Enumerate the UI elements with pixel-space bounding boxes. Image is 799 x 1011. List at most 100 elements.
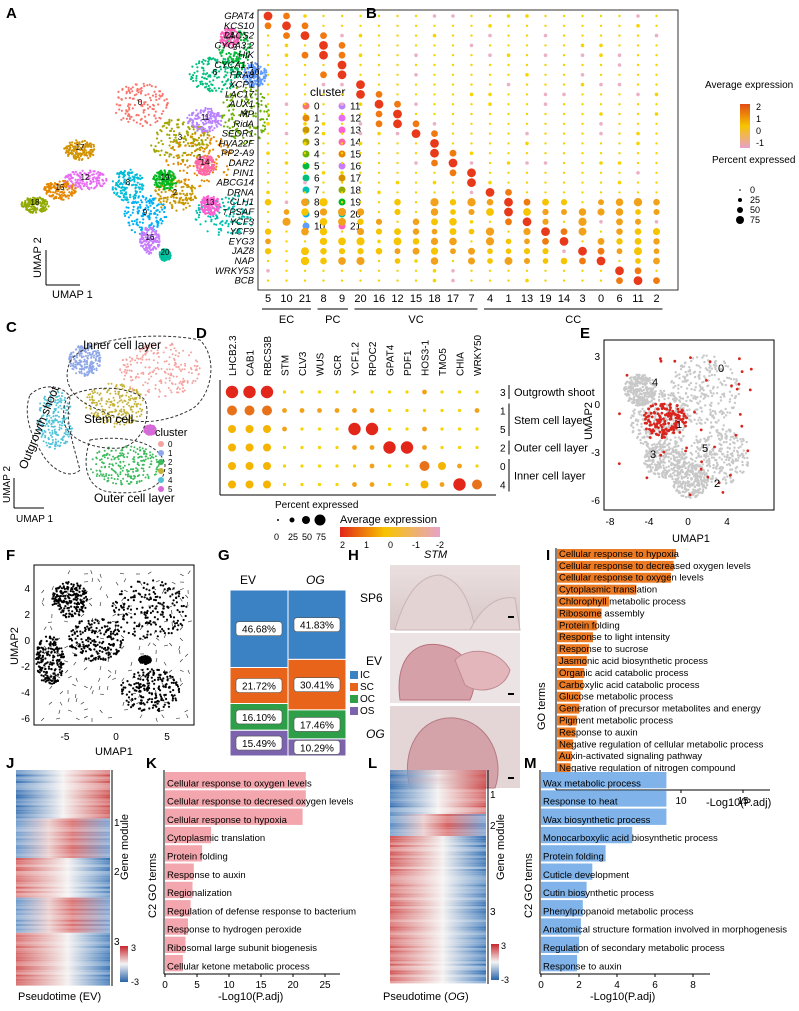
umap-point <box>55 443 57 445</box>
umap-point <box>48 429 50 431</box>
umap-point <box>171 207 173 209</box>
b-dot <box>430 198 438 206</box>
umap-point <box>59 427 61 429</box>
a-cluster-label: 18 <box>31 198 40 207</box>
umap-point <box>205 122 207 124</box>
panel-letter: M <box>524 755 537 772</box>
umap-point <box>189 119 191 121</box>
b-pct-tick: 25 <box>750 195 760 205</box>
b-pct-tick: 75 <box>750 215 760 225</box>
umap-point <box>126 369 128 371</box>
umap-point <box>201 61 203 63</box>
umap-point <box>85 407 87 409</box>
umap-point <box>200 83 202 85</box>
umap-point <box>255 90 257 92</box>
b-dot <box>655 270 657 272</box>
b-dot <box>655 83 657 85</box>
b-dot <box>489 132 491 134</box>
b-dot <box>359 201 361 203</box>
umap-point <box>130 475 132 477</box>
b-pct-dot <box>737 207 743 213</box>
umap-point <box>160 206 162 208</box>
umap-point <box>130 446 132 448</box>
b-dot <box>414 102 418 106</box>
b-dot <box>396 191 398 193</box>
umap-point <box>51 420 53 422</box>
b-dot <box>322 103 324 105</box>
b-dot <box>598 248 605 255</box>
umap-point <box>90 468 92 470</box>
b-dot <box>544 172 546 174</box>
b-dot <box>396 15 398 17</box>
umap-point <box>222 202 224 204</box>
umap-point <box>99 394 101 396</box>
umap-point <box>117 172 119 174</box>
umap-point <box>142 196 144 198</box>
umap-point <box>139 221 141 223</box>
umap-point <box>199 144 201 146</box>
umap-point <box>128 89 130 91</box>
b-dot <box>544 64 546 66</box>
b-dot <box>431 208 438 215</box>
umap-point <box>179 193 181 195</box>
b-dot <box>452 132 454 134</box>
b-dot <box>526 123 528 125</box>
umap-point <box>182 159 184 161</box>
umap-point <box>122 359 124 361</box>
umap-point <box>85 355 87 357</box>
umap-point <box>184 145 186 147</box>
umap-point <box>165 377 167 379</box>
umap-point <box>155 93 157 95</box>
umap-point <box>126 206 128 208</box>
umap-point <box>171 204 173 206</box>
umap-point <box>168 363 170 365</box>
umap-point <box>191 124 193 126</box>
b-dot <box>304 103 306 105</box>
umap-point <box>137 462 139 464</box>
b-dot <box>304 279 306 281</box>
umap-point <box>91 174 93 176</box>
b-dot <box>396 34 398 36</box>
umap-point <box>158 396 160 398</box>
b-dot <box>414 161 418 165</box>
umap-point <box>139 408 141 410</box>
umap-point <box>213 136 215 138</box>
a-ylabel: UMAP 2 <box>32 237 44 278</box>
umap-point <box>84 363 86 365</box>
umap-point <box>50 182 52 184</box>
umap-point <box>93 148 95 150</box>
umap-point <box>186 184 188 186</box>
a-legend-label: 7 <box>314 186 320 197</box>
umap-point <box>203 132 205 134</box>
umap-point <box>161 130 163 132</box>
umap-point <box>138 474 140 476</box>
umap-point <box>205 147 207 149</box>
b-dot <box>616 238 622 244</box>
b-dot <box>637 64 639 66</box>
b-dot <box>393 110 402 119</box>
b-dot <box>655 44 657 46</box>
umap-point <box>123 461 125 463</box>
b-dot <box>302 52 309 59</box>
a-cluster-label: 0 <box>138 98 143 107</box>
umap-point <box>215 214 217 216</box>
b-dot <box>304 240 306 242</box>
umap-point <box>129 92 131 94</box>
umap-point <box>130 214 132 216</box>
umap-point <box>164 216 166 218</box>
b-dot <box>322 152 324 154</box>
umap-point <box>122 467 124 469</box>
b-dot <box>376 120 383 127</box>
b-dot <box>636 171 640 175</box>
umap-point <box>93 366 95 368</box>
umap-point <box>64 180 66 182</box>
b-dot <box>338 208 346 216</box>
umap-point <box>192 186 194 188</box>
b-dot <box>378 25 380 27</box>
umap-point <box>158 142 160 144</box>
umap-point <box>91 369 93 371</box>
umap-point <box>91 399 93 401</box>
umap-point <box>106 454 108 456</box>
b-dot <box>637 191 639 193</box>
umap-point <box>115 386 117 388</box>
